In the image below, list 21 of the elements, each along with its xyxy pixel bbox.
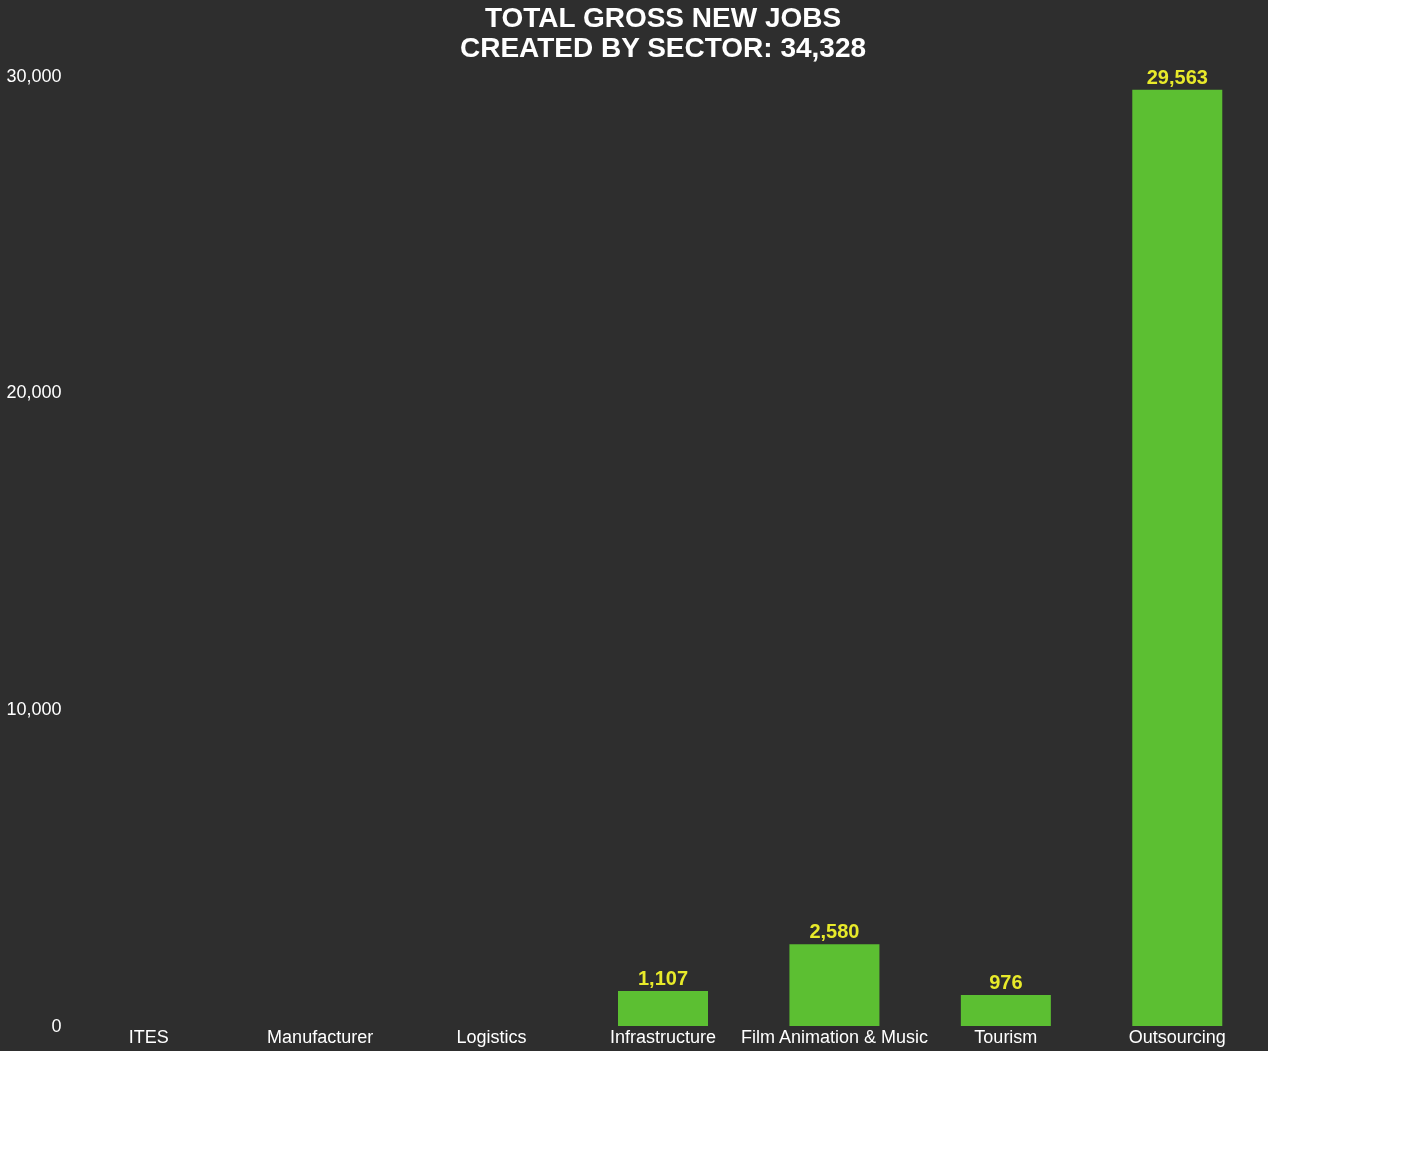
- x-tick-label: Logistics: [456, 1026, 527, 1047]
- x-tick-label: ITES: [128, 1026, 169, 1047]
- x-tick-label: Tourism: [974, 1026, 1038, 1047]
- data-label: 976: [989, 971, 1023, 994]
- x-tick-label: Manufacturer: [267, 1026, 374, 1047]
- y-tick-label: 0: [51, 1015, 62, 1036]
- bar: [618, 990, 708, 1026]
- y-tick-label: 20,000: [6, 382, 62, 403]
- bar: [960, 995, 1051, 1026]
- y-tick-label: 10,000: [6, 698, 62, 719]
- y-tick-label: 30,000: [6, 65, 62, 86]
- data-label: 2,580: [809, 920, 860, 943]
- x-tick-label: Outsourcing: [1128, 1026, 1226, 1047]
- text: CREATED BY SECTOR: 34,328: [459, 32, 867, 63]
- x-tick-label: Infrastructure: [609, 1026, 717, 1047]
- data-label: 1,107: [637, 966, 689, 989]
- bar: [1132, 89, 1223, 1026]
- data-label: 29,563: [1146, 65, 1208, 88]
- x-tick-label: Film Animation & Music: [740, 1026, 928, 1047]
- bar: [789, 944, 880, 1026]
- text: TOTAL GROSS NEW JOBS: [484, 2, 842, 33]
